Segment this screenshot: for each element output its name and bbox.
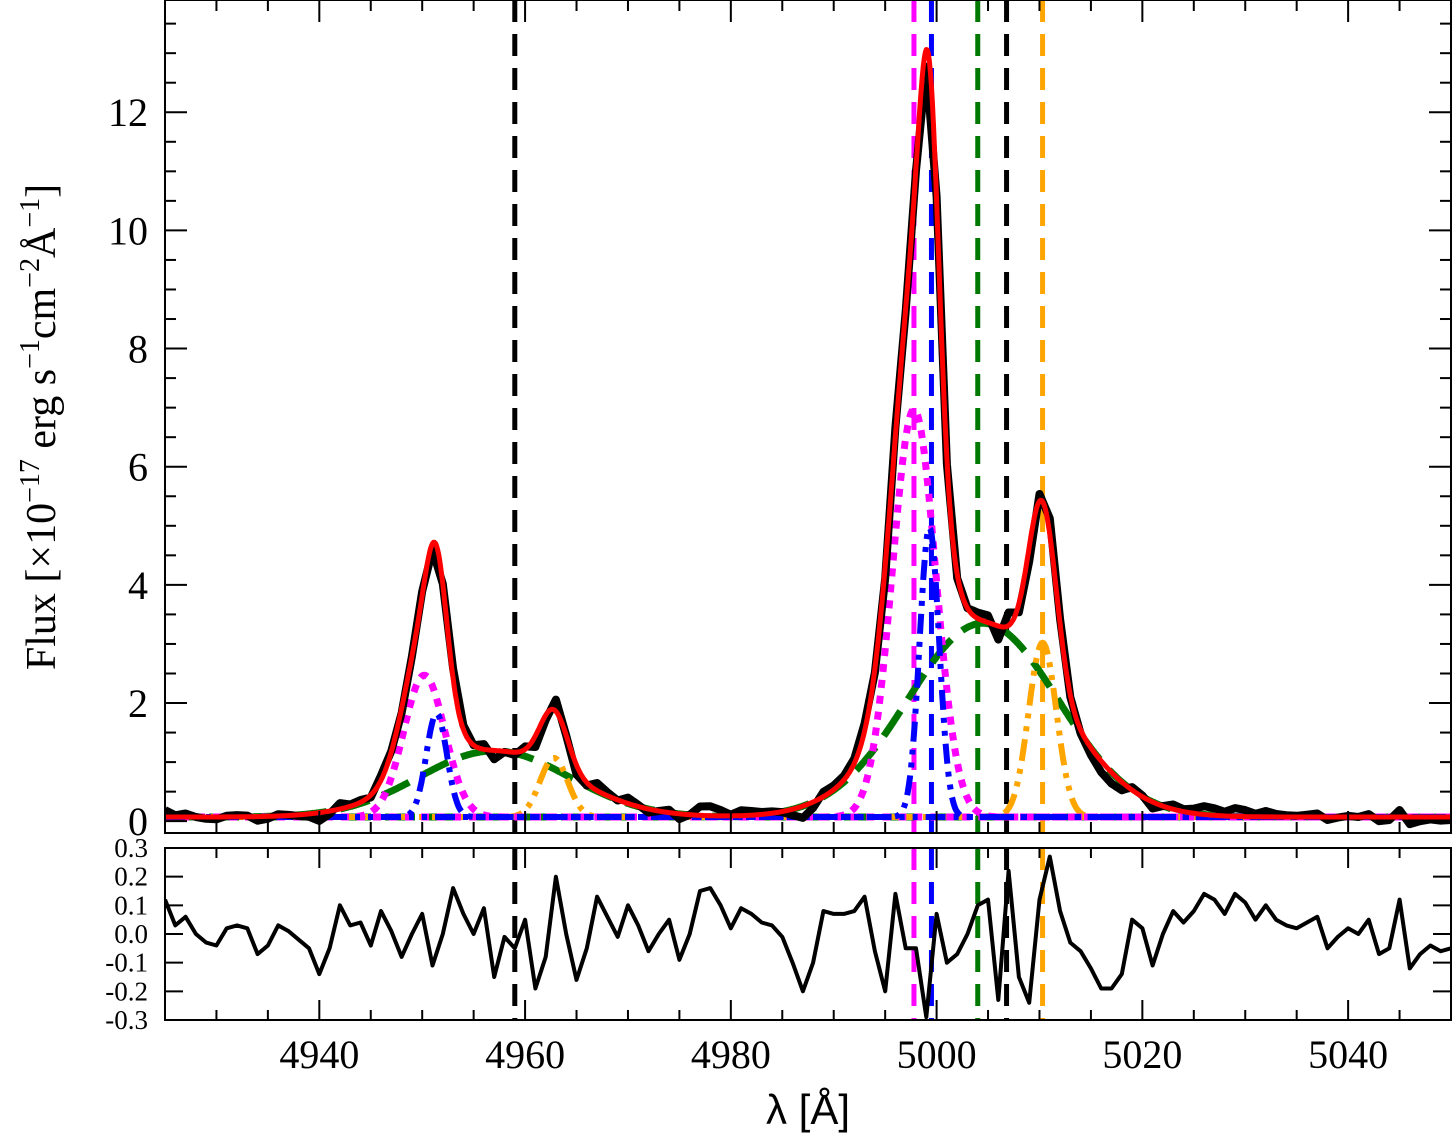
observed-spectrum (165, 62, 1451, 829)
x-tick-label: 5000 (897, 1032, 977, 1077)
y-tick-label: 12 (108, 90, 148, 135)
y-axis-title: Flux [×10−17 erg s−1cm−2Å−1] (15, 184, 65, 670)
main-plot-frame (164, 0, 1452, 834)
residual-y-tick-label: 0.3 (114, 833, 148, 863)
fit-components (165, 405, 1451, 821)
green-component-1 (165, 619, 1451, 821)
x-tick-label: 4980 (691, 1032, 771, 1077)
residual-reference-lines (512, 848, 1046, 1020)
blue-component-1 (165, 521, 1451, 820)
residual-y-tick-label: 0.2 (114, 862, 148, 892)
residual-line (165, 854, 1451, 1020)
y-tick-label: 6 (128, 445, 148, 490)
residual-panel: 4940 4960 4980 5000 5020 5040 0.30.20.10.0-0.1… (105, 833, 1452, 1077)
total-fit (165, 47, 1451, 820)
y-tick-label: 4 (128, 563, 148, 608)
total-fit-line (165, 47, 1451, 820)
residual-y-tick-label: 0.1 (114, 890, 148, 920)
main-axis-ticks: 0 2 4 6 8 10 12 (108, 0, 1452, 844)
x-axis-title: λ [Å] (766, 1086, 850, 1133)
reference-lines (512, 0, 1046, 833)
residual-y-tick-label: 0.0 (114, 919, 148, 949)
y-tick-label: 0 (128, 799, 148, 844)
magenta-component-0 (165, 671, 1451, 821)
y-tick-label: 2 (128, 681, 148, 726)
y-tick-label: 10 (108, 208, 148, 253)
y-tick-label: 8 (128, 327, 148, 372)
residual-y-tick-label: -0.3 (105, 1005, 148, 1035)
orange-component-1 (165, 639, 1451, 820)
spectrum-panel: 0 2 4 6 8 10 12 (108, 0, 1452, 844)
x-tick-label: 4940 (279, 1032, 359, 1077)
residual-axis-ticks: 4940 4960 4980 5000 5020 5040 0.30.20.10.0-0.1… (105, 833, 1452, 1077)
residual-series (165, 854, 1451, 1020)
x-tick-label: 5020 (1102, 1032, 1182, 1077)
residual-y-tick-label: -0.1 (105, 948, 148, 978)
residual-y-tick-label: -0.2 (105, 976, 148, 1006)
magenta-component-1 (165, 405, 1451, 821)
observed-spectrum-line (165, 62, 1451, 829)
x-tick-label: 5040 (1308, 1032, 1388, 1077)
residual-plot-frame (164, 847, 1452, 1021)
x-tick-label: 4960 (485, 1032, 565, 1077)
